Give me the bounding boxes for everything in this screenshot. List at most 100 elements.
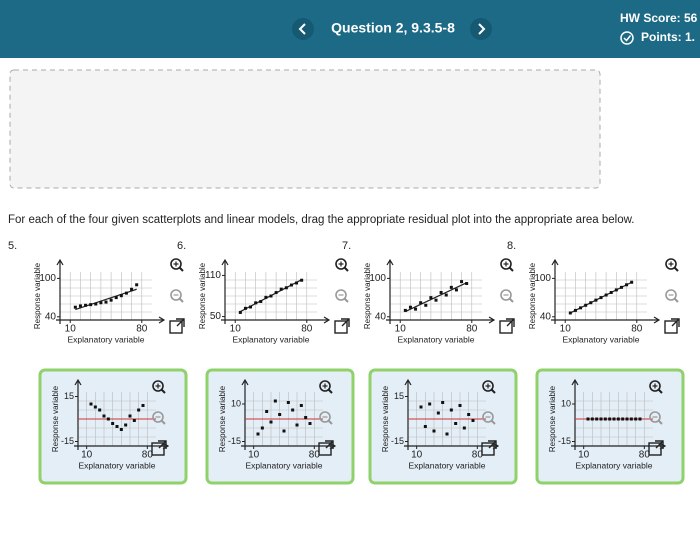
y-tick-label: -15 — [558, 436, 571, 446]
zoom-in-button[interactable] — [152, 380, 164, 392]
x-axis — [551, 316, 661, 324]
data-point — [584, 303, 588, 307]
popout-button[interactable] — [664, 320, 678, 334]
data-point — [73, 305, 77, 309]
residual-card[interactable] — [205, 368, 355, 485]
check-mark — [623, 35, 632, 42]
data-point — [441, 401, 445, 404]
data-point — [128, 414, 132, 418]
zoom-out-button[interactable] — [482, 411, 494, 423]
x-tick-label: 80 — [631, 324, 643, 335]
data-point — [454, 288, 458, 292]
data-point — [612, 417, 616, 421]
zoom-out-button[interactable] — [665, 289, 677, 301]
y-axis — [571, 378, 579, 450]
zoom-out-button[interactable] — [170, 289, 182, 301]
prev-icon — [298, 23, 306, 35]
y-axis — [241, 378, 249, 450]
data-point — [259, 299, 263, 303]
residual-card[interactable] — [368, 368, 518, 485]
residual-card[interactable] — [38, 368, 188, 485]
zoom-handle — [490, 419, 496, 425]
y-axis — [386, 258, 394, 324]
data-point — [621, 417, 625, 421]
points: Points: 1. — [641, 30, 695, 44]
x-tick-label: 10 — [395, 324, 407, 335]
x-tick-label: 10 — [578, 450, 590, 461]
y-tick-label: 10 — [561, 398, 571, 408]
y-axis-label: Response variable — [198, 262, 207, 329]
data-point — [291, 408, 295, 412]
prev-button[interactable] — [292, 18, 314, 40]
zoom-out-button[interactable] — [319, 411, 331, 423]
drop-area[interactable] — [9, 69, 601, 189]
zoom-handle — [343, 297, 349, 303]
data-point — [419, 301, 423, 305]
popout-arrow — [341, 318, 350, 327]
x-axis-label: Explanatory variable — [408, 460, 485, 470]
data-point — [109, 298, 113, 302]
plot-number: 8. — [507, 240, 516, 252]
zoom-out-button[interactable] — [500, 289, 512, 301]
popout-button[interactable] — [499, 320, 513, 334]
popout-button[interactable] — [334, 320, 348, 334]
question-title: Question 2, 9.3.5-8 — [331, 20, 455, 36]
data-point — [445, 432, 449, 436]
data-point — [94, 302, 98, 306]
zoom-out-button[interactable] — [335, 289, 347, 301]
data-point — [265, 410, 269, 413]
data-point — [304, 416, 308, 419]
zoom-out-button[interactable] — [152, 411, 164, 423]
zoom-in-button[interactable] — [649, 380, 661, 392]
data-point — [638, 417, 642, 421]
data-point — [254, 301, 258, 305]
y-tick-label: 100 — [534, 273, 551, 284]
x-tick-label: 10 — [81, 450, 93, 461]
instruction: For each of the four given scatterplots … — [8, 214, 635, 226]
data-point — [414, 307, 418, 311]
popout-arrow — [176, 318, 185, 327]
data-point — [124, 423, 128, 427]
zoom-in-button[interactable] — [500, 258, 512, 270]
x-tick-label: 80 — [639, 450, 651, 461]
data-point — [403, 308, 407, 312]
zoom-out-button[interactable] — [649, 411, 661, 423]
model-line — [405, 282, 467, 313]
y-axis — [551, 258, 559, 324]
zoom-handle — [508, 266, 514, 272]
popout-button[interactable] — [481, 442, 495, 456]
popout-button[interactable] — [318, 442, 332, 456]
residual-card[interactable] — [535, 368, 685, 485]
zoom-handle — [657, 419, 663, 425]
zoom-handle — [673, 297, 679, 303]
zoom-in-button[interactable] — [665, 258, 677, 270]
y-axis-label: Response variable — [548, 385, 557, 452]
data-point — [589, 301, 593, 305]
zoom-in-button[interactable] — [170, 258, 182, 270]
zoom-in-button[interactable] — [482, 380, 494, 392]
data-point — [89, 402, 93, 406]
x-tick-label: 80 — [136, 324, 148, 335]
data-point — [308, 422, 312, 425]
next-button[interactable] — [470, 18, 492, 40]
hw-score: HW Score: 56 — [620, 11, 698, 25]
popout-button[interactable] — [169, 320, 183, 334]
data-point — [282, 429, 286, 433]
popout-button[interactable] — [151, 442, 165, 456]
data-point — [111, 422, 115, 425]
zoom-handle — [490, 388, 496, 394]
data-point — [462, 426, 466, 430]
zoom-in-button[interactable] — [319, 380, 331, 392]
data-point — [586, 417, 590, 421]
data-point — [99, 301, 103, 305]
data-point — [124, 291, 128, 295]
zoom-in-button[interactable] — [335, 258, 347, 270]
x-axis — [221, 316, 331, 324]
x-tick-label: 10 — [411, 450, 423, 461]
next-icon — [478, 23, 486, 35]
popout-button[interactable] — [648, 442, 662, 456]
y-axis — [404, 378, 412, 450]
y-axis-label: Response variable — [51, 385, 60, 452]
